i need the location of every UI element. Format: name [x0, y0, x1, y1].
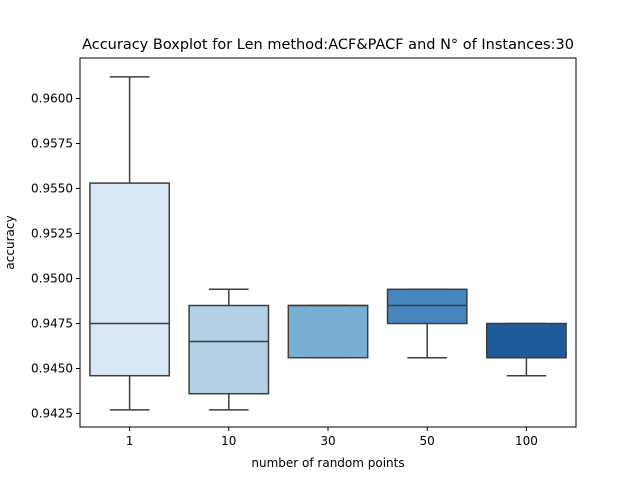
chart-title: Accuracy Boxplot for Len method:ACF&PACF…: [82, 37, 574, 53]
box-group-1: [89, 76, 171, 411]
box: [89, 182, 171, 377]
box-group-100: [485, 322, 567, 377]
y-tick-label: 0.9425: [31, 407, 73, 421]
box: [485, 322, 567, 359]
plot-area: [89, 76, 567, 411]
x-tick-label: 30: [320, 434, 335, 448]
y-tick-label: 0.9450: [31, 362, 73, 376]
y-tick-label: 0.9525: [31, 227, 73, 241]
y-tick-label: 0.9500: [31, 272, 73, 286]
x-tick-label: 50: [420, 434, 435, 448]
box: [386, 288, 468, 325]
box-group-30: [287, 304, 369, 359]
axes: 0.9425 0.9450 0.9475 0.9500 0.9525 0.9550 0.95…: [31, 92, 538, 449]
box: [188, 304, 270, 395]
y-tick-label: 0.9575: [31, 137, 73, 151]
box: [287, 304, 369, 359]
y-tick-label: 0.9550: [31, 182, 73, 196]
x-tick-label: 10: [221, 434, 236, 448]
x-tick-label: 1: [126, 434, 134, 448]
x-axis-label: number of random points: [251, 456, 404, 470]
box-group-50: [386, 288, 468, 359]
y-tick-label: 0.9475: [31, 317, 73, 331]
y-axis-label: accuracy: [3, 215, 17, 269]
y-tick-label: 0.9600: [31, 92, 73, 106]
box-group-10: [188, 288, 270, 411]
x-tick-label: 100: [515, 434, 538, 448]
